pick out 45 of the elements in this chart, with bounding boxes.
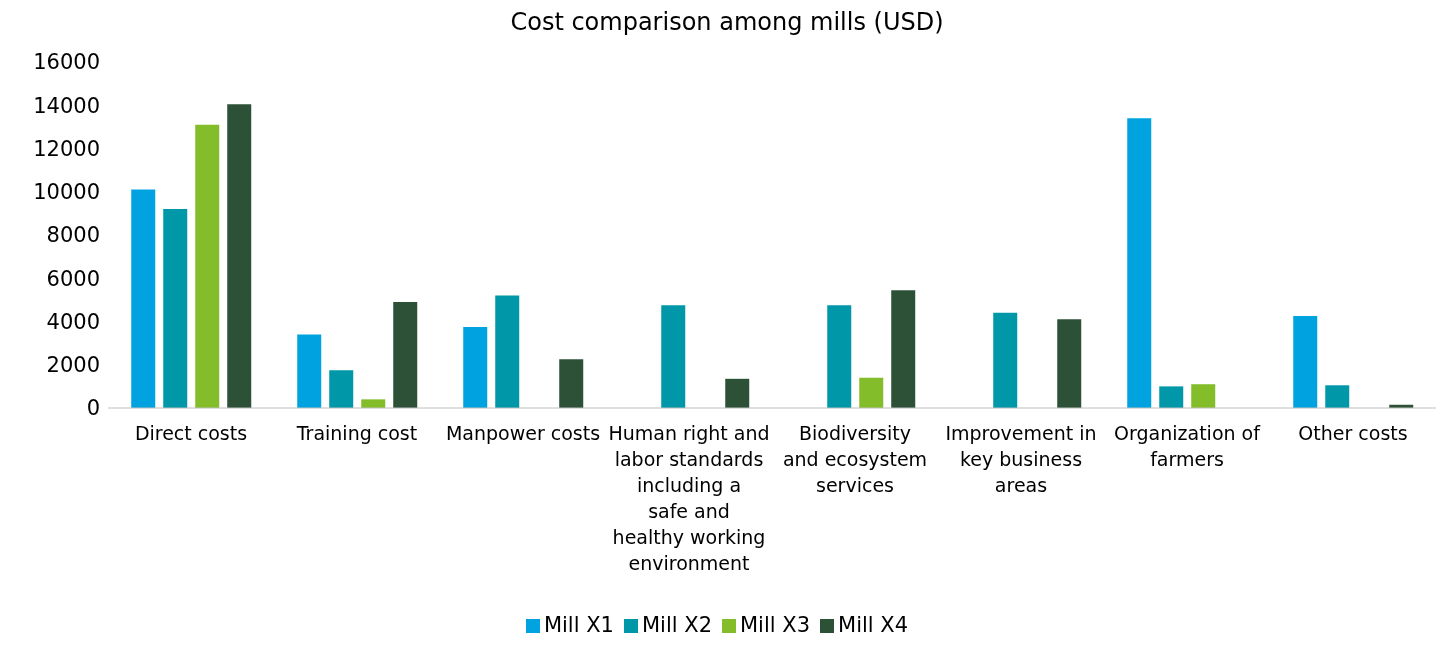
- y-tick-label: 10000: [33, 180, 100, 205]
- bar: [227, 104, 252, 408]
- bar: [1057, 319, 1082, 408]
- bar: [297, 334, 322, 408]
- bar: [891, 290, 916, 408]
- x-tick-label: Human right and labor standards including a safe and healthy working environment: [608, 422, 770, 574]
- x-tick-label: Manpower costs: [445, 422, 601, 444]
- chart-title: Cost comparison among mills (USD): [509, 8, 945, 38]
- bar: [827, 305, 852, 408]
- x-tick-label: Training cost: [295, 422, 418, 444]
- bar: [993, 312, 1018, 408]
- bar: [1191, 384, 1216, 408]
- y-tick-label: 2000: [46, 353, 100, 378]
- bar: [195, 124, 220, 408]
- legend-label: Mill X4: [838, 613, 909, 637]
- bar: [361, 399, 386, 408]
- y-tick-label: 12000: [33, 136, 100, 161]
- y-tick-label: 14000: [33, 93, 100, 118]
- x-tick-label: Direct costs: [134, 422, 248, 444]
- bar: [859, 377, 884, 408]
- bar: [725, 378, 750, 408]
- bar: [1325, 385, 1350, 408]
- bar: [1293, 316, 1318, 408]
- bar: [1159, 386, 1184, 408]
- x-tick-label: Other costs: [1298, 422, 1408, 444]
- x-tick-label: Improvement in key business areas: [945, 422, 1097, 496]
- bar: [661, 305, 686, 408]
- legend-label: Mill X1: [543, 613, 614, 637]
- bar: [559, 359, 584, 408]
- y-tick-label: 6000: [46, 266, 100, 291]
- bar: [329, 370, 354, 408]
- y-tick-label: 16000: [33, 50, 100, 75]
- bar: [131, 189, 156, 408]
- bar: [495, 295, 520, 408]
- legend-label: Mill X2: [641, 613, 712, 637]
- y-tick-label: 8000: [46, 223, 100, 248]
- y-tick-label: 4000: [46, 309, 100, 334]
- x-tick-label: Organization of farmers: [1114, 422, 1262, 470]
- bar: [393, 302, 418, 408]
- y-tick-label: 0: [86, 396, 100, 421]
- legend-label: Mill X3: [740, 613, 811, 637]
- x-tick-label: Biodiversity and ecosystem services: [782, 422, 928, 496]
- bar: [1127, 118, 1152, 408]
- bar: [463, 326, 488, 408]
- bar: [163, 209, 188, 408]
